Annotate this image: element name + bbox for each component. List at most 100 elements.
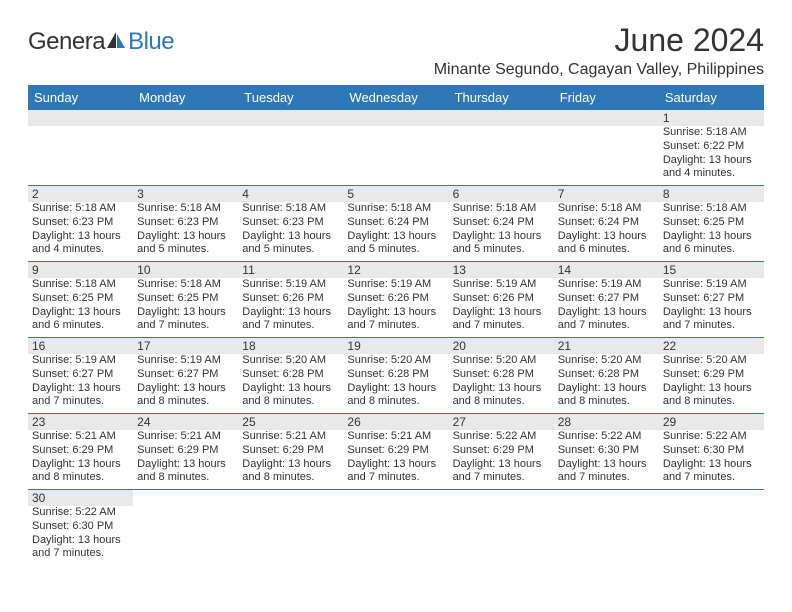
daylight-text: and 8 minutes.	[242, 395, 339, 409]
header: Genera Blue June 2024 Minante Segundo, C…	[28, 22, 764, 79]
day-number: 30	[32, 490, 129, 506]
weekday-label: Monday	[133, 85, 238, 110]
day-number: 20	[453, 338, 550, 354]
day-number: 22	[663, 338, 760, 354]
sunrise-text: Sunrise: 5:20 AM	[663, 354, 760, 368]
day-cell: 12Sunrise: 5:19 AMSunset: 6:26 PMDayligh…	[343, 262, 448, 337]
sunset-text: Sunset: 6:28 PM	[453, 368, 550, 382]
daylight-text: and 8 minutes.	[558, 395, 655, 409]
sunrise-text: Sunrise: 5:18 AM	[242, 202, 339, 216]
day-cell: 18Sunrise: 5:20 AMSunset: 6:28 PMDayligh…	[238, 338, 343, 413]
daylight-text: and 7 minutes.	[242, 319, 339, 333]
sunrise-text: Sunrise: 5:18 AM	[137, 278, 234, 292]
day-cell: 30Sunrise: 5:22 AMSunset: 6:30 PMDayligh…	[28, 490, 133, 565]
day-cell: 14Sunrise: 5:19 AMSunset: 6:27 PMDayligh…	[554, 262, 659, 337]
weekday-label: Friday	[554, 85, 659, 110]
daylight-text: Daylight: 13 hours	[242, 230, 339, 244]
day-cell: 4Sunrise: 5:18 AMSunset: 6:23 PMDaylight…	[238, 186, 343, 261]
day-number: 21	[558, 338, 655, 354]
daylight-text: and 5 minutes.	[137, 243, 234, 257]
day-cell: 19Sunrise: 5:20 AMSunset: 6:28 PMDayligh…	[343, 338, 448, 413]
sunrise-text: Sunrise: 5:22 AM	[453, 430, 550, 444]
weekday-label: Saturday	[659, 85, 764, 110]
day-cell: 17Sunrise: 5:19 AMSunset: 6:27 PMDayligh…	[133, 338, 238, 413]
day-number: 19	[347, 338, 444, 354]
daylight-text: and 7 minutes.	[32, 395, 129, 409]
week-row: 23Sunrise: 5:21 AMSunset: 6:29 PMDayligh…	[28, 414, 764, 490]
day-cell: 8Sunrise: 5:18 AMSunset: 6:25 PMDaylight…	[659, 186, 764, 261]
daylight-text: and 8 minutes.	[453, 395, 550, 409]
daylight-text: and 7 minutes.	[663, 319, 760, 333]
sunrise-text: Sunrise: 5:18 AM	[558, 202, 655, 216]
sunrise-text: Sunrise: 5:18 AM	[663, 126, 760, 140]
day-cell: 25Sunrise: 5:21 AMSunset: 6:29 PMDayligh…	[238, 414, 343, 489]
sunset-text: Sunset: 6:29 PM	[347, 444, 444, 458]
sunset-text: Sunset: 6:28 PM	[242, 368, 339, 382]
daylight-text: Daylight: 13 hours	[347, 382, 444, 396]
daylight-text: Daylight: 13 hours	[32, 458, 129, 472]
sunrise-text: Sunrise: 5:18 AM	[137, 202, 234, 216]
daylight-text: Daylight: 13 hours	[453, 230, 550, 244]
daylight-text: and 7 minutes.	[32, 547, 129, 561]
day-number: 15	[663, 262, 760, 278]
sunrise-text: Sunrise: 5:18 AM	[453, 202, 550, 216]
sunset-text: Sunset: 6:30 PM	[663, 444, 760, 458]
day-cell: 23Sunrise: 5:21 AMSunset: 6:29 PMDayligh…	[28, 414, 133, 489]
weeks-container: 1Sunrise: 5:18 AMSunset: 6:22 PMDaylight…	[28, 110, 764, 565]
day-cell: 1Sunrise: 5:18 AMSunset: 6:22 PMDaylight…	[659, 110, 764, 185]
daylight-text: Daylight: 13 hours	[32, 534, 129, 548]
daylight-text: Daylight: 13 hours	[558, 306, 655, 320]
week-row: 2Sunrise: 5:18 AMSunset: 6:23 PMDaylight…	[28, 186, 764, 262]
sunset-text: Sunset: 6:25 PM	[137, 292, 234, 306]
day-cell: 11Sunrise: 5:19 AMSunset: 6:26 PMDayligh…	[238, 262, 343, 337]
daylight-text: and 8 minutes.	[137, 471, 234, 485]
sunrise-text: Sunrise: 5:19 AM	[347, 278, 444, 292]
daylight-text: and 8 minutes.	[347, 395, 444, 409]
daylight-text: and 7 minutes.	[558, 471, 655, 485]
day-number: 6	[453, 186, 550, 202]
day-number: 10	[137, 262, 234, 278]
empty-cell	[28, 110, 133, 185]
empty-cell	[554, 110, 659, 185]
day-cell: 21Sunrise: 5:20 AMSunset: 6:28 PMDayligh…	[554, 338, 659, 413]
sunrise-text: Sunrise: 5:19 AM	[453, 278, 550, 292]
daylight-text: and 4 minutes.	[663, 167, 760, 181]
day-number: 2	[32, 186, 129, 202]
sunrise-text: Sunrise: 5:22 AM	[32, 506, 129, 520]
day-number: 26	[347, 414, 444, 430]
day-cell: 29Sunrise: 5:22 AMSunset: 6:30 PMDayligh…	[659, 414, 764, 489]
day-number: 17	[137, 338, 234, 354]
location-text: Minante Segundo, Cagayan Valley, Philipp…	[434, 61, 764, 79]
daylight-text: Daylight: 13 hours	[453, 382, 550, 396]
daylight-text: and 7 minutes.	[347, 471, 444, 485]
sunrise-text: Sunrise: 5:19 AM	[32, 354, 129, 368]
sunset-text: Sunset: 6:29 PM	[453, 444, 550, 458]
empty-cell	[343, 110, 448, 185]
logo-text-1: Genera	[28, 28, 105, 56]
day-number: 16	[32, 338, 129, 354]
sunset-text: Sunset: 6:27 PM	[32, 368, 129, 382]
daylight-text: Daylight: 13 hours	[137, 458, 234, 472]
logo-text-2: Blue	[128, 28, 174, 56]
daylight-text: Daylight: 13 hours	[558, 382, 655, 396]
daylight-text: and 7 minutes.	[347, 319, 444, 333]
day-cell: 26Sunrise: 5:21 AMSunset: 6:29 PMDayligh…	[343, 414, 448, 489]
sunset-text: Sunset: 6:29 PM	[242, 444, 339, 458]
sunset-text: Sunset: 6:24 PM	[453, 216, 550, 230]
sunrise-text: Sunrise: 5:18 AM	[347, 202, 444, 216]
empty-cell	[133, 490, 238, 565]
day-number: 23	[32, 414, 129, 430]
weekday-header: Sunday Monday Tuesday Wednesday Thursday…	[28, 85, 764, 110]
daylight-text: and 7 minutes.	[663, 471, 760, 485]
daylight-text: and 7 minutes.	[453, 319, 550, 333]
daylight-text: and 8 minutes.	[32, 471, 129, 485]
logo: Genera Blue	[28, 22, 174, 56]
sunset-text: Sunset: 6:27 PM	[663, 292, 760, 306]
sunset-text: Sunset: 6:26 PM	[453, 292, 550, 306]
sunset-text: Sunset: 6:29 PM	[137, 444, 234, 458]
weekday-label: Tuesday	[238, 85, 343, 110]
daylight-text: Daylight: 13 hours	[558, 458, 655, 472]
daylight-text: Daylight: 13 hours	[663, 382, 760, 396]
day-number: 24	[137, 414, 234, 430]
daylight-text: Daylight: 13 hours	[663, 458, 760, 472]
